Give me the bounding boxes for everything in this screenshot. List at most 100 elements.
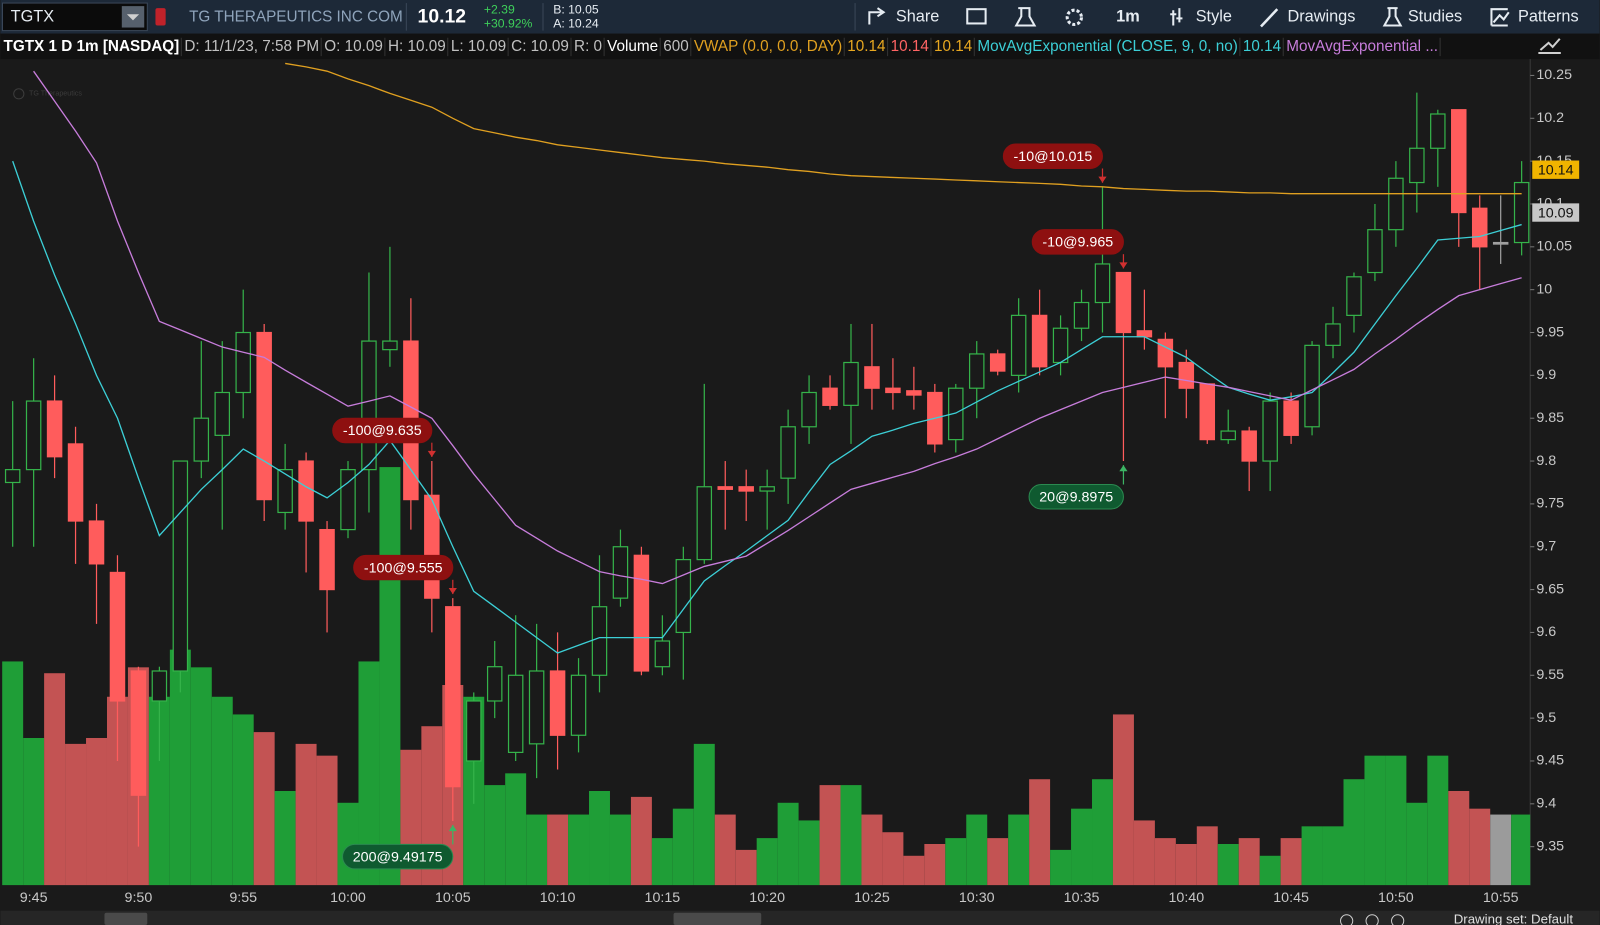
candle-body [906, 390, 922, 396]
candle-body [675, 558, 692, 634]
candle-body [109, 571, 126, 702]
button-share[interactable]: Share [896, 8, 940, 26]
volume-bar [1092, 779, 1113, 886]
candle-body [738, 486, 754, 492]
x-tick-label: 10:30 [959, 890, 995, 906]
volume-bar [651, 838, 673, 886]
candle-body [445, 606, 461, 788]
candle-body [1136, 330, 1153, 338]
candle-body [885, 387, 901, 394]
y-tick-label: 9.5 [1536, 710, 1556, 726]
scroll-thumb[interactable] [673, 912, 762, 925]
x-tick-label: 10:55 [1483, 890, 1519, 906]
info-item: C: 10.09 [511, 38, 569, 55]
volume-bar [1301, 826, 1323, 886]
zoom-out[interactable] [1391, 914, 1405, 925]
candle-body [1052, 327, 1069, 364]
scrollbar[interactable] [0, 910, 1600, 925]
candle-body [256, 331, 272, 501]
candle-body [1010, 314, 1027, 376]
volume-bar [1259, 855, 1281, 886]
sell-order[interactable]: -10@9.965 [1031, 229, 1128, 269]
zoom-handle[interactable] [104, 912, 148, 925]
change: +2.39 [484, 2, 515, 16]
button-style[interactable]: Style [1196, 8, 1232, 26]
info-item: 600 [663, 38, 689, 55]
volume-bar [2, 661, 24, 886]
symbol[interactable]: TGTX [11, 8, 55, 26]
volume-bar [106, 696, 128, 886]
info-item: Volume [607, 38, 658, 55]
volume-bar [505, 773, 527, 886]
y-tick-label: 9.85 [1536, 410, 1564, 426]
order-label-bg [342, 843, 454, 870]
sell-order[interactable]: -100@9.635 [332, 417, 436, 457]
volume-bar [358, 661, 380, 886]
dropdown-arrow [126, 14, 140, 21]
order-label: 200@9.49175 [353, 849, 443, 865]
volume-bar [1364, 755, 1386, 886]
info-item: O: 10.09 [324, 38, 383, 55]
settings-icon[interactable] [1065, 8, 1084, 27]
y-tick-label: 9.6 [1536, 624, 1556, 640]
toolbar [0, 0, 1600, 34]
order-label: -10@10.015 [1014, 149, 1093, 165]
candle-body [1031, 314, 1048, 368]
volume-bar [589, 790, 610, 886]
sell-order[interactable]: -100@9.555 [353, 554, 457, 595]
drawing-set[interactable]: Drawing set: Default [1454, 911, 1574, 925]
volume-bar [1448, 790, 1470, 886]
volume-bar [547, 814, 569, 886]
sell-order[interactable]: -10@10.015 [1002, 143, 1107, 183]
candle-body [1388, 177, 1404, 231]
button-patterns[interactable]: Patterns [1518, 8, 1579, 26]
x-tick-label: 10:15 [645, 890, 681, 906]
candle-body [864, 366, 880, 389]
candle-body [759, 486, 775, 492]
button-studies[interactable]: Studies [1408, 8, 1462, 26]
candle-body [633, 554, 650, 672]
y-tick-label: 9.8 [1536, 453, 1556, 469]
buy-order[interactable]: 20@9.8975 [1028, 465, 1128, 510]
info-item: MovAvgExponential ... [1286, 38, 1438, 55]
y-tick-label: 9.4 [1536, 796, 1556, 812]
volume-bar [1071, 808, 1093, 886]
volume-bar [840, 785, 862, 886]
y-tick-label: 9.55 [1536, 667, 1564, 683]
watermark: TG Therapeutics [29, 90, 82, 98]
volume-bar [526, 814, 548, 886]
calendar-icon[interactable] [966, 8, 987, 25]
watermark-logo [13, 88, 25, 100]
candle-body [1262, 400, 1278, 462]
volume-bar [1133, 820, 1155, 886]
y-tick-label: 9.9 [1536, 367, 1556, 383]
ask: A: 10.24 [553, 17, 599, 31]
candle-body [696, 486, 713, 561]
flask-icon[interactable] [1014, 7, 1037, 27]
volume-bar [1427, 755, 1449, 886]
volume-bar [1490, 814, 1512, 886]
button-timeframe[interactable]: 1m [1116, 8, 1140, 26]
info-item: 10.14 [1243, 38, 1282, 55]
info-item: 10.14 [847, 38, 886, 55]
candle-body [1367, 229, 1383, 274]
info-item: R: 0 [574, 38, 602, 55]
candle-body [235, 331, 251, 394]
share-icon [868, 7, 886, 25]
zoom-in[interactable] [1340, 914, 1354, 925]
draw-tool-icon[interactable] [1538, 38, 1561, 55]
y-tick-label: 10 [1536, 281, 1552, 297]
buy-order[interactable]: 200@9.49175 [342, 825, 457, 870]
candle-body [948, 387, 964, 441]
volume-bar [1406, 802, 1428, 886]
volume-bar [1050, 849, 1072, 886]
flag[interactable] [155, 8, 166, 26]
volume-bar [232, 714, 254, 886]
zoom-in[interactable] [1365, 914, 1379, 925]
drawings-icon [1260, 8, 1279, 28]
indicator-line [12, 160, 1522, 654]
candle-body [612, 546, 629, 599]
volume-bar [1112, 714, 1134, 886]
button-drawings[interactable]: Drawings [1287, 8, 1355, 26]
